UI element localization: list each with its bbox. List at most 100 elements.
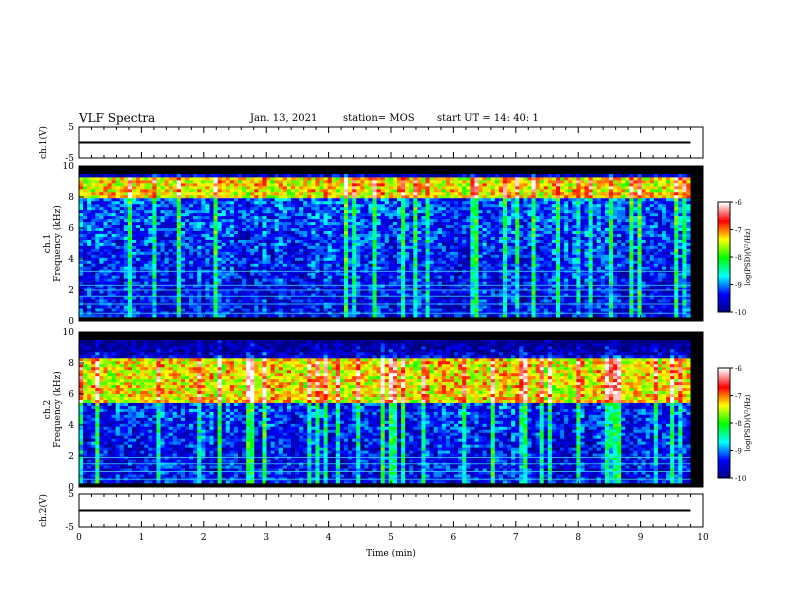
spectrogram-cell (172, 230, 178, 234)
spectrogram-cell (119, 299, 125, 303)
spectrogram-cell (441, 203, 447, 208)
spectrogram-cell (425, 266, 431, 270)
spectrogram-cell (290, 299, 296, 303)
spectrogram-cell (246, 245, 251, 249)
spectrogram-cell (79, 287, 84, 291)
spectrogram-cell (250, 227, 255, 232)
spectrogram-cell (327, 179, 333, 184)
spectrogram-cell (99, 260, 104, 264)
spectrogram-cell (303, 227, 308, 232)
spectrogram-cell (417, 272, 422, 276)
spectrogram-cell (225, 281, 231, 285)
spectrogram-cell (270, 263, 276, 267)
spectrogram-cell (119, 254, 125, 258)
spectrogram-cell (201, 174, 206, 178)
spectrogram-cell (343, 239, 349, 243)
spectrogram-cell (282, 230, 288, 234)
spectrogram-cell (368, 290, 373, 294)
spectrogram-cell (437, 200, 443, 205)
spectrogram-cell (164, 239, 170, 243)
spectrogram-cell (311, 191, 316, 196)
spectrogram-cell (103, 290, 108, 294)
spectrogram-cell (486, 174, 492, 178)
spectrogram-cell (115, 218, 121, 223)
spectrogram-cell (323, 218, 329, 223)
spectrogram-cell (132, 245, 137, 249)
spectrogram-cell (388, 296, 394, 300)
spectrogram-cell (299, 230, 304, 234)
spectrogram-cell (229, 176, 235, 181)
spectrogram-cell (95, 248, 100, 252)
spectrogram-cell (197, 260, 202, 264)
spectrogram-cell (335, 224, 341, 229)
spectrogram-cell (474, 212, 479, 217)
spectrogram-cell (405, 212, 410, 217)
spectrogram-cell (180, 221, 186, 226)
spectrogram-cell (299, 296, 304, 300)
spectrogram-cell (213, 278, 219, 282)
spectrogram-cell (311, 174, 316, 178)
spectrogram-cell (103, 194, 108, 199)
spectrogram-cell (401, 197, 406, 202)
spectrogram-cell (307, 248, 312, 252)
spectrogram-cell (478, 311, 484, 315)
spectrogram-cell (91, 179, 96, 184)
spectrogram-cell (458, 200, 463, 205)
spectrogram-cell (449, 233, 455, 237)
spectrogram-cell (180, 236, 186, 240)
spectrogram-cell (319, 182, 325, 187)
spectrogram-cell (454, 221, 459, 226)
spectrogram-cell (225, 188, 231, 193)
spectrogram-cell (152, 248, 157, 252)
spectrogram-cell (380, 185, 386, 190)
spectrogram-cell (323, 203, 329, 208)
spectrogram-cell (311, 278, 316, 282)
spectrogram-cell (315, 242, 320, 246)
spectrogram-cell (478, 191, 484, 196)
spectrogram-cell (331, 182, 337, 187)
spectrogram-cell (413, 212, 418, 217)
spectrogram-cell (233, 248, 239, 252)
spectrogram-cell (343, 314, 349, 318)
spectrogram-cell (221, 314, 227, 318)
spectrogram-cell (172, 209, 178, 214)
spectrogram-cell (449, 185, 455, 190)
spectrogram-cell (282, 260, 288, 264)
spectrogram-cell (282, 203, 288, 208)
spectrogram-cell (136, 191, 141, 196)
spectrogram-cell (132, 308, 137, 312)
spectrogram-cell (303, 230, 308, 234)
spectrogram-cell (197, 215, 202, 220)
spectrogram-cell (433, 299, 439, 303)
spectrogram-cell (250, 245, 255, 249)
spectrogram-cell (388, 272, 394, 276)
spectrogram-cell (262, 197, 267, 202)
spectrogram-cell (352, 209, 357, 214)
spectrogram-cell (136, 212, 141, 217)
spectrogram-cell (356, 308, 361, 312)
spectrogram-cell (132, 233, 137, 237)
spectrogram-cell (360, 266, 365, 270)
spectrogram-cell (278, 179, 284, 184)
spectrogram-cell (83, 308, 88, 312)
spectrogram-cell (311, 272, 316, 276)
spectrogram-cell (409, 185, 414, 190)
spectrogram-cell (417, 230, 422, 234)
spectrogram-cell (136, 272, 141, 276)
spectrogram-cell (140, 174, 145, 178)
spectrogram-cell (388, 230, 394, 234)
spectrogram-cell (87, 251, 92, 255)
spectrogram-cell (258, 194, 263, 199)
spectrogram-cell (405, 230, 410, 234)
spectrogram-cell (221, 221, 227, 226)
spectrogram-cell (144, 278, 149, 282)
spectrogram-cell (445, 185, 451, 190)
spectrogram-cell (205, 236, 210, 240)
spectrogram-cell (233, 236, 239, 240)
spectrogram-cell (356, 230, 361, 234)
spectrogram-cell (205, 263, 210, 267)
spectrogram-cell (172, 290, 178, 294)
spectrogram-cell (327, 251, 333, 255)
spectrogram-cell (160, 245, 166, 249)
spectrogram-cell (352, 308, 357, 312)
